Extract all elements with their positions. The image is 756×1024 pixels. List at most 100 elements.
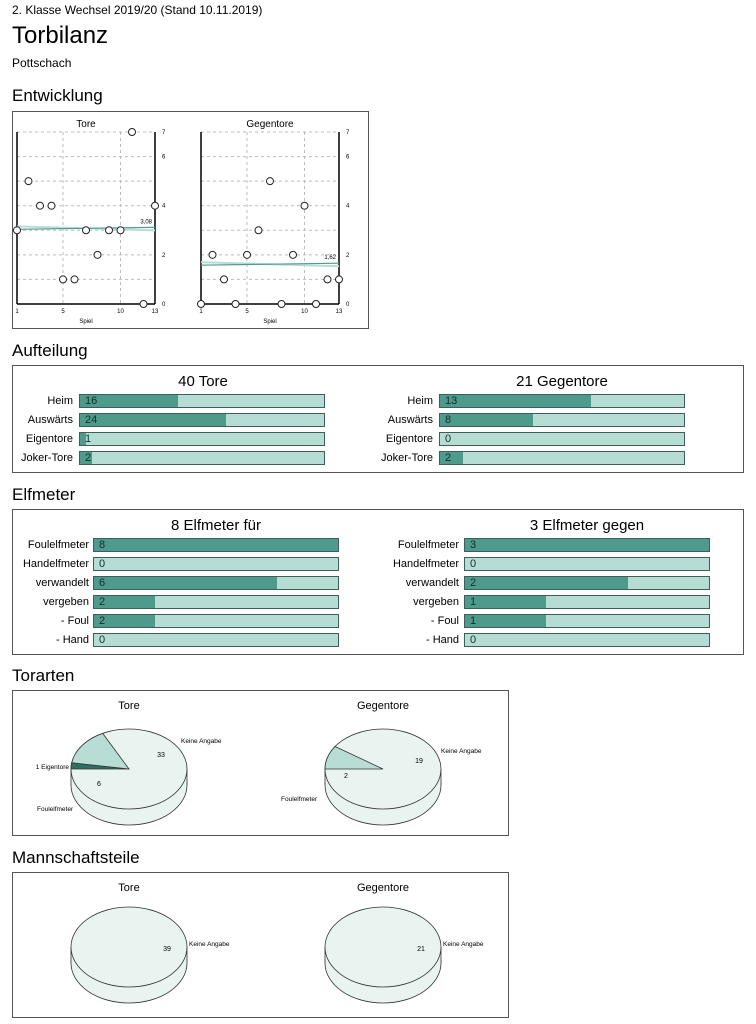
data-point	[312, 300, 320, 308]
pie-slice	[324, 745, 384, 770]
bar-value: 8	[99, 539, 106, 551]
data-point	[128, 128, 136, 136]
bar-track: 13	[439, 394, 685, 408]
data-point	[151, 201, 159, 210]
bar-track: 0	[464, 633, 710, 647]
pie-slice-label: Keine Angabe	[181, 738, 222, 745]
bar-fill	[465, 596, 547, 608]
bar-label: Heim	[407, 395, 433, 407]
data-point	[266, 177, 274, 186]
bar-fill	[465, 577, 628, 589]
bar-fill	[440, 395, 592, 407]
bar-value: 16	[85, 395, 98, 407]
bar-label: Joker-Tore	[21, 452, 73, 464]
bar-value: 1	[85, 433, 92, 445]
bar-value: 3	[470, 539, 477, 551]
data-point	[139, 300, 148, 308]
pie-title: Tore	[118, 882, 139, 894]
bar-fill	[80, 414, 227, 426]
page-subtitle: 2. Klasse Wechsel 2019/20 (Stand 10.11.2…	[12, 3, 263, 17]
y-tick-label: 6	[346, 155, 350, 161]
bar-label: Foulelfmeter	[397, 539, 459, 551]
bar-chart-title: 21 Gegentore	[516, 373, 608, 390]
x-axis-label: Spiel	[79, 319, 92, 325]
bar-label: - Hand	[55, 634, 89, 646]
bar-value: 0	[470, 634, 477, 646]
pie-slice-label: Foulelfmeter	[281, 796, 318, 803]
data-point	[231, 300, 240, 308]
bar-track: 1	[464, 595, 710, 609]
pie-slice-label: Keine Angabe	[443, 941, 484, 948]
data-point	[197, 300, 205, 308]
bar-label: Handelfmeter	[22, 558, 89, 570]
bar-label: Eigentore	[385, 433, 433, 445]
y-tick-label: 2	[162, 253, 166, 259]
data-point	[82, 226, 90, 235]
bar-value: 8	[445, 414, 452, 426]
x-tick-label: 10	[117, 309, 124, 315]
bar-value: 2	[470, 577, 477, 589]
pie-title: Tore	[118, 700, 139, 712]
data-point	[24, 177, 33, 186]
entwicklung-panel: Tore 1 5 10 13 0 2 4 6 7 Spiel 3,08 Gegentore 1 5 10 13 0…	[12, 111, 369, 329]
bar-fill	[80, 452, 93, 464]
bar-label: verwandelt	[35, 577, 89, 589]
pie-value-label: 19	[415, 758, 423, 765]
pie-value-label: 33	[157, 752, 165, 759]
bar-label: verwandelt	[405, 577, 459, 589]
x-tick-label: 13	[152, 309, 159, 315]
pie-title: Gegentore	[357, 700, 409, 712]
bar-label: vergeben	[413, 596, 459, 608]
bar-track: 0	[439, 432, 685, 446]
bar-track: 24	[79, 413, 325, 427]
bar-track: 0	[93, 633, 339, 647]
bar-track: 2	[79, 451, 325, 465]
bar-track: 1	[464, 614, 710, 628]
data-point	[300, 201, 309, 210]
y-tick-label: 7	[346, 130, 350, 136]
y-tick-label: 2	[346, 253, 350, 259]
bar-fill	[94, 577, 277, 589]
bar-track: 16	[79, 394, 325, 408]
bar-label: Auswärts	[387, 414, 433, 426]
pie-slice-label: 1 Eigentore	[36, 764, 70, 771]
scatter-title-gegentore: Gegentore	[246, 119, 294, 130]
data-point	[335, 275, 343, 284]
data-point	[47, 201, 56, 210]
bar-label: Foulelfmeter	[27, 539, 89, 551]
data-point	[323, 275, 332, 284]
page-title: Torbilanz	[12, 22, 109, 49]
team-name: Pottschach	[12, 56, 72, 70]
data-point	[254, 226, 263, 235]
bar-label: Heim	[47, 395, 73, 407]
bar-fill	[94, 539, 338, 551]
section-heading-mannschaftsteile: Mannschaftsteile	[12, 848, 140, 867]
mannschaftsteile-pies: Tore 39 Keine Angabe Gegentore 21 Keine Angab…	[70, 882, 484, 1004]
x-axis-label: Spiel	[263, 319, 276, 325]
bar-track: 8	[439, 413, 685, 427]
bar-value: 0	[470, 558, 477, 570]
bar-fill	[440, 414, 533, 426]
pie-value-label: 6	[97, 781, 101, 788]
y-tick-label: 4	[346, 204, 350, 210]
bar-value: 2	[99, 596, 106, 608]
bar-label: Eigentore	[25, 433, 73, 445]
data-point	[13, 226, 21, 235]
bar-fill	[94, 615, 155, 627]
data-point	[105, 226, 113, 235]
bar-track: 1	[79, 432, 325, 446]
data-point	[289, 250, 297, 259]
x-tick-label: 5	[61, 309, 65, 315]
data-point	[59, 275, 67, 284]
bar-label: - Hand	[425, 634, 459, 646]
data-point	[36, 201, 44, 210]
bar-track: 2	[93, 614, 339, 628]
bar-value: 1	[470, 615, 477, 627]
bar-value: 0	[99, 558, 106, 570]
bar-track: 2	[439, 451, 685, 465]
bar-fill	[80, 433, 87, 445]
average-label: 3,08	[140, 219, 152, 225]
bar-chart-title: 3 Elfmeter gegen	[529, 517, 645, 534]
bar-track: 2	[93, 595, 339, 609]
